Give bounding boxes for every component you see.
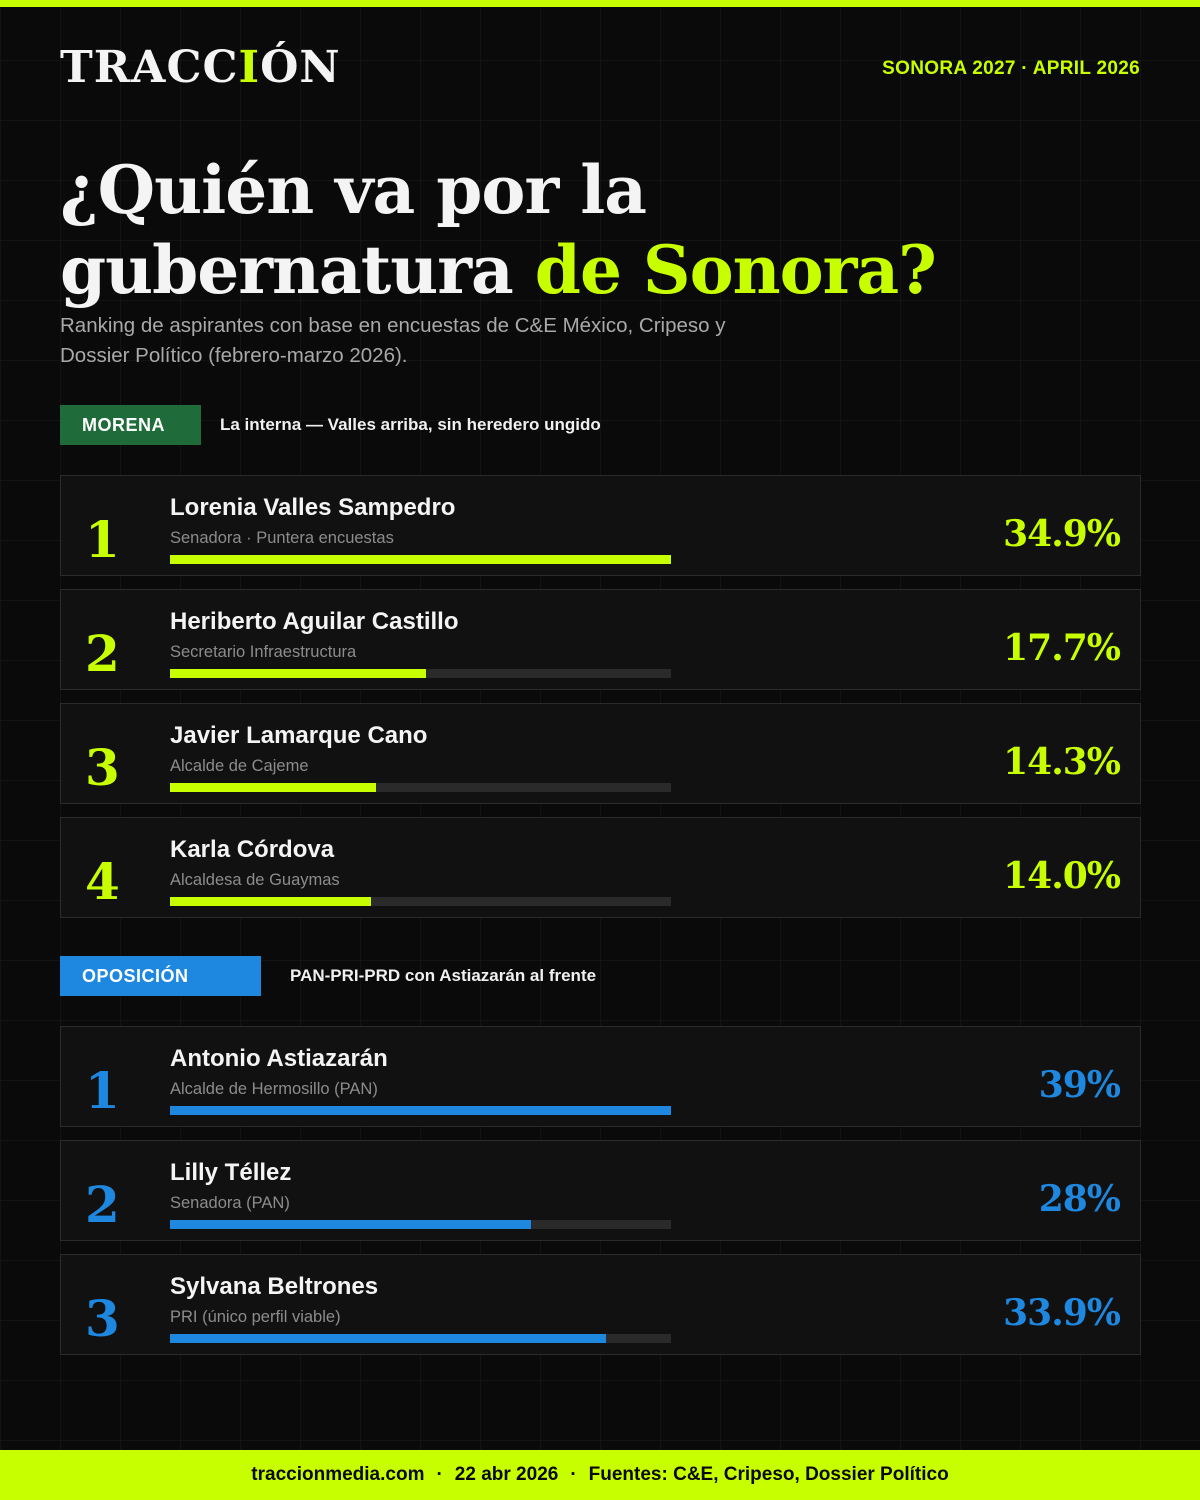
footer-sources: Fuentes: C&E, Cripeso, Dossier Político [588,1464,949,1485]
candidate-name: Lilly Téllez [170,1159,292,1186]
candidate-name: Karla Córdova [170,836,335,863]
footer-separator: · [570,1464,577,1485]
candidate-card[interactable]: 1 Lorenia Valles Sampedro Senadora · Pun… [60,475,1141,576]
candidate-card[interactable]: 3 Javier Lamarque Cano Alcalde de Cajeme… [60,703,1141,804]
support-bar-track [170,555,671,564]
rank-number: 3 [85,738,120,797]
candidate-role: Alcaldesa de Guaymas [170,871,340,889]
edition-label: SONORA 2027 · APRIL 2026 [882,58,1140,79]
candidate-percentage: 28% [1038,1178,1121,1220]
morena-note: La interna — Valles arriba, sin heredero… [220,415,601,434]
support-bar-fill [170,783,376,792]
support-bar-track [170,897,671,906]
candidate-role: Secretario Infraestructura [170,643,357,661]
support-bar-track [170,669,671,678]
candidate-card[interactable]: 1 Antonio Astiazarán Alcalde de Hermosil… [60,1026,1141,1127]
top-accent-stripe [0,0,1200,7]
support-bar-fill [170,669,426,678]
section-header-oposicion: OPOSICIÓN PAN-PRI-PRD con Astiazarán al … [60,956,596,996]
candidate-name: Heriberto Aguilar Castillo [170,608,459,635]
support-bar-track [170,1334,671,1343]
support-bar-fill [170,897,371,906]
candidate-role: PRI (único perfil viable) [170,1308,341,1326]
support-bar-track [170,1220,671,1229]
footer-date: 22 abr 2026 [454,1464,559,1485]
candidate-name: Antonio Astiazarán [170,1045,388,1072]
candidate-role: Senadora · Puntera encuestas [170,529,394,547]
rank-number: 2 [85,624,120,683]
candidate-percentage: 33.9% [1003,1292,1121,1334]
footer-bar: traccionmedia.com · 22 abr 2026 · Fuente… [0,1450,1200,1500]
oposicion-note: PAN-PRI-PRD con Astiazarán al frente [290,966,597,985]
title-line-2: gubernatura [60,231,535,309]
support-bar-fill [170,1334,606,1343]
candidate-role: Senadora (PAN) [170,1194,290,1212]
page-title: ¿Quién va por la gubernatura de Sonora? [60,150,1140,310]
footer-separator: · [436,1464,443,1485]
candidate-name: Lorenia Valles Sampedro [170,494,456,521]
candidate-name: Javier Lamarque Cano [170,722,428,749]
support-bar-fill [170,555,671,564]
brand-logo[interactable]: TRACCIÓN [60,42,341,93]
rank-number: 3 [85,1289,120,1348]
candidate-role: Alcalde de Hermosillo (PAN) [170,1080,378,1098]
support-bar-track [170,783,671,792]
support-bar-fill [170,1220,531,1229]
footer-site-link[interactable]: traccionmedia.com [251,1464,425,1485]
candidate-card[interactable]: 2 Heriberto Aguilar Castillo Secretario … [60,589,1141,690]
candidate-percentage: 39% [1038,1064,1121,1106]
rank-number: 4 [85,852,120,911]
rank-number: 1 [85,1061,120,1120]
candidate-card[interactable]: 4 Karla Córdova Alcaldesa de Guaymas 14.… [60,817,1141,918]
title-line-1: ¿Quién va por la [60,151,647,229]
candidate-percentage: 14.0% [1003,855,1121,897]
candidate-card[interactable]: 2 Lilly Téllez Senadora (PAN) 28% [60,1140,1141,1241]
title-highlight: de Sonora? [534,231,937,309]
rank-number: 2 [85,1175,120,1234]
candidate-percentage: 17.7% [1003,627,1121,669]
candidate-percentage: 34.9% [1003,513,1121,555]
support-bar-track [170,1106,671,1115]
candidate-card[interactable]: 3 Sylvana Beltrones PRI (único perfil vi… [60,1254,1141,1355]
section-header-morena: MORENA La interna — Valles arriba, sin h… [60,405,601,445]
oposicion-badge: OPOSICIÓN [60,956,261,996]
candidate-percentage: 14.3% [1003,741,1121,783]
candidate-name: Sylvana Beltrones [170,1273,379,1300]
support-bar-fill [170,1106,671,1115]
candidate-role: Alcalde de Cajeme [170,757,309,775]
morena-badge: MORENA [60,405,201,445]
subtitle: Ranking de aspirantes con base en encues… [60,314,726,367]
rank-number: 1 [85,510,120,569]
